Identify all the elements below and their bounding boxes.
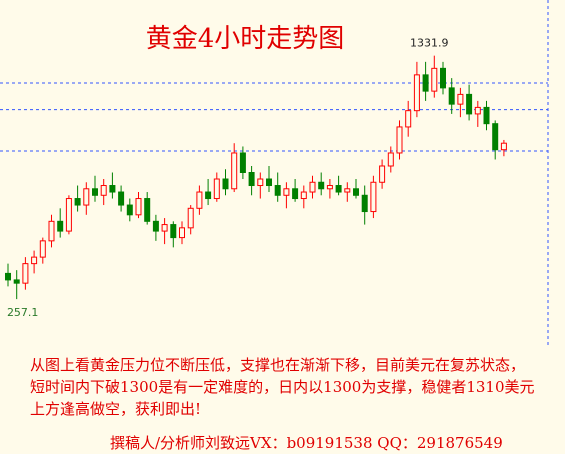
- extreme-label: 257.1: [7, 306, 39, 319]
- commentary-line: 短时间内下破1300是有一定难度的，日内以1300为支撑，稳健者1310美元: [30, 378, 535, 396]
- candle-body: [109, 185, 116, 193]
- candle-body: [126, 204, 133, 216]
- candle-body: [144, 198, 151, 222]
- candle-body: [422, 74, 429, 92]
- extreme-label: 1331.9: [410, 37, 449, 50]
- candle-body: [300, 191, 307, 200]
- candle-body: [161, 224, 168, 232]
- candle-body: [396, 126, 403, 154]
- candle-body: [266, 178, 272, 187]
- chart-title: 黄金4小时走势图: [146, 24, 345, 54]
- candle-body: [274, 185, 281, 196]
- candle-body: [222, 178, 229, 190]
- candle-body: [379, 165, 386, 183]
- candle-body: [257, 178, 264, 187]
- candle-body: [118, 191, 125, 206]
- commentary-line: 上方逢高做空，获利即出!: [30, 400, 202, 418]
- candle-body: [83, 188, 90, 206]
- candle-body: [283, 188, 290, 196]
- candle-body: [92, 188, 98, 196]
- candle-body: [239, 152, 246, 173]
- chart: 黄金4小时走势图 1331.9 257.1: [0, 0, 549, 345]
- candle-body: [48, 220, 55, 242]
- candle-body: [152, 220, 159, 232]
- candle-body: [22, 263, 29, 284]
- candle-body: [57, 220, 64, 232]
- candle-body: [387, 152, 394, 167]
- candle-body: [500, 142, 507, 151]
- candle-body: [309, 181, 316, 193]
- candle-body: [492, 123, 499, 151]
- candle-body: [13, 279, 20, 284]
- candle-body: [370, 181, 377, 213]
- candle-body: [187, 207, 194, 229]
- candle-body: [170, 224, 177, 239]
- candle-body: [413, 74, 420, 112]
- candle-body: [318, 181, 325, 190]
- candle-body: [65, 198, 72, 232]
- candle-body: [335, 185, 342, 193]
- candle-body: [361, 194, 368, 213]
- candle-body: [205, 191, 212, 200]
- candle-body: [196, 191, 203, 209]
- candle-body: [248, 172, 255, 187]
- candle-body: [466, 93, 473, 115]
- candle-body: [457, 93, 464, 105]
- candle-body: [39, 240, 46, 258]
- commentary-line: 从图上看黄金压力位不断压低，支撑也在渐渐下移，目前美元在复苏状态，: [30, 356, 526, 374]
- candle-body: [100, 185, 107, 196]
- candle-body: [135, 198, 142, 216]
- candle-body: [31, 256, 38, 265]
- candle-body: [440, 67, 446, 89]
- candle-body: [405, 110, 412, 128]
- candle-body: [474, 106, 481, 115]
- candle-body: [292, 188, 299, 200]
- candle-body: [213, 178, 220, 200]
- candle-body: [231, 152, 238, 190]
- candle-body: [179, 227, 185, 239]
- candle-body: [353, 188, 359, 196]
- candle-body: [448, 87, 455, 105]
- byline: 撰稿人/分析师刘致远VX：b09191538 QQ：291876549: [110, 434, 503, 452]
- candle-body: [431, 67, 438, 92]
- candle-body: [344, 188, 351, 193]
- candle-body: [74, 198, 81, 206]
- candle-body: [483, 106, 490, 125]
- candle-body: [5, 272, 11, 281]
- candle-body: [326, 185, 333, 190]
